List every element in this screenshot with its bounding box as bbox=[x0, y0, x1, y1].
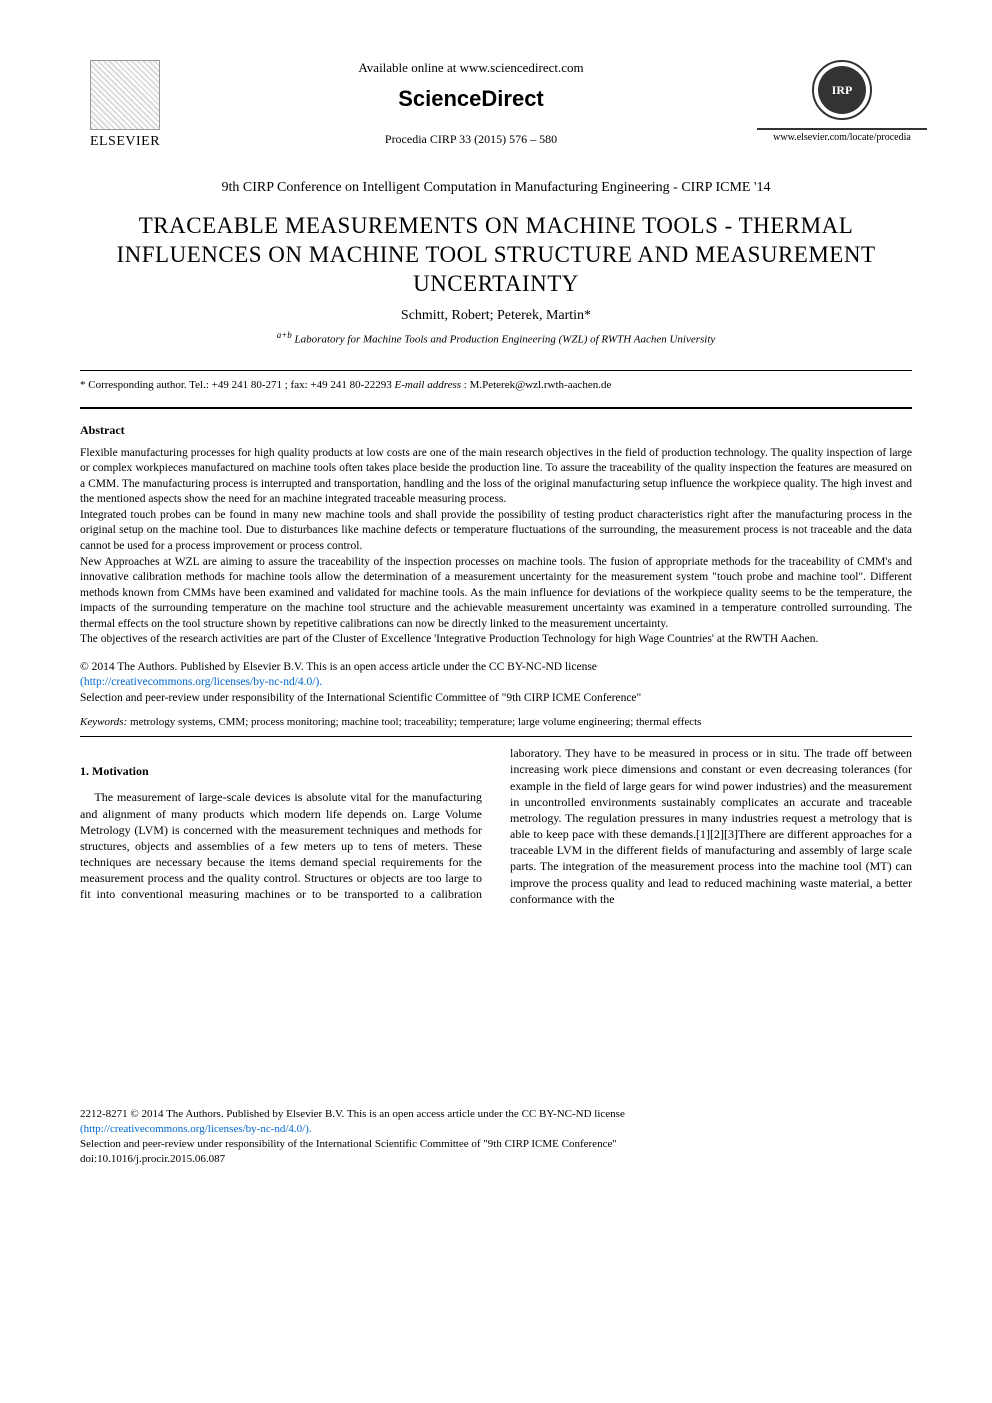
corresponding-prefix: * Corresponding author. Tel.: +49 241 80… bbox=[80, 379, 395, 391]
procedia-citation: Procedia CIRP 33 (2015) 576 – 580 bbox=[190, 132, 752, 147]
cirp-logo-block: IRP www.elsevier.com/locate/procedia bbox=[772, 60, 912, 143]
cirp-logo-icon: IRP bbox=[812, 60, 872, 120]
peer-review-line: Selection and peer-review under responsi… bbox=[80, 691, 912, 707]
corresponding-email: : M.Peterek@wzl.rwth-aachen.de bbox=[464, 379, 612, 391]
available-online-text: Available online at www.sciencedirect.co… bbox=[190, 60, 752, 76]
body-columns: 1. Motivation The measurement of large-s… bbox=[80, 745, 912, 907]
email-label: E-mail address bbox=[395, 379, 462, 391]
header-row: ELSEVIER Available online at www.science… bbox=[80, 60, 912, 150]
divider bbox=[80, 736, 912, 737]
abstract-heading: Abstract bbox=[80, 423, 912, 438]
section-heading-motivation: 1. Motivation bbox=[80, 763, 482, 779]
divider bbox=[80, 370, 912, 371]
elsevier-logo-block: ELSEVIER bbox=[80, 60, 170, 150]
license-line: © 2014 The Authors. Published by Elsevie… bbox=[80, 660, 912, 676]
footer-doi: doi:10.1016/j.procir.2015.06.087 bbox=[80, 1152, 912, 1167]
procedia-url: www.elsevier.com/locate/procedia bbox=[757, 128, 927, 143]
footer-license-link[interactable]: (http://creativecommons.org/licenses/by-… bbox=[80, 1122, 912, 1137]
license-block: © 2014 The Authors. Published by Elsevie… bbox=[80, 660, 912, 707]
footer-block: 2212-8271 © 2014 The Authors. Published … bbox=[80, 1107, 912, 1166]
divider-thick bbox=[80, 407, 912, 409]
elsevier-tree-icon bbox=[90, 60, 160, 130]
abstract-paragraph: The objectives of the research activitie… bbox=[80, 632, 912, 648]
paper-title: TRACEABLE MEASUREMENTS ON MACHINE TOOLS … bbox=[80, 212, 912, 298]
elsevier-label: ELSEVIER bbox=[90, 134, 160, 150]
footer-peer-review: Selection and peer-review under responsi… bbox=[80, 1137, 912, 1152]
affiliation-text: Laboratory for Machine Tools and Product… bbox=[295, 334, 716, 346]
affiliation-superscript: a+b bbox=[277, 330, 292, 340]
corresponding-author: * Corresponding author. Tel.: +49 241 80… bbox=[80, 379, 912, 391]
keywords-line: Keywords: metrology systems, CMM; proces… bbox=[80, 716, 912, 728]
center-header: Available online at www.sciencedirect.co… bbox=[170, 60, 772, 147]
affiliation: a+b Laboratory for Machine Tools and Pro… bbox=[80, 330, 912, 346]
keywords-text: metrology systems, CMM; process monitori… bbox=[130, 716, 701, 728]
abstract-paragraph: Integrated touch probes can be found in … bbox=[80, 508, 912, 555]
keywords-label: Keywords: bbox=[80, 716, 127, 728]
sciencedirect-logo: ScienceDirect bbox=[190, 86, 752, 112]
authors: Schmitt, Robert; Peterek, Martin* bbox=[80, 308, 912, 324]
abstract-paragraph: New Approaches at WZL are aiming to assu… bbox=[80, 555, 912, 633]
abstract-body: Flexible manufacturing processes for hig… bbox=[80, 446, 912, 648]
cirp-logo-text: IRP bbox=[818, 66, 866, 114]
license-link[interactable]: (http://creativecommons.org/licenses/by-… bbox=[80, 675, 912, 691]
footer-issn: 2212-8271 © 2014 The Authors. Published … bbox=[80, 1107, 912, 1122]
abstract-paragraph: Flexible manufacturing processes for hig… bbox=[80, 446, 912, 508]
conference-name: 9th CIRP Conference on Intelligent Compu… bbox=[80, 180, 912, 196]
